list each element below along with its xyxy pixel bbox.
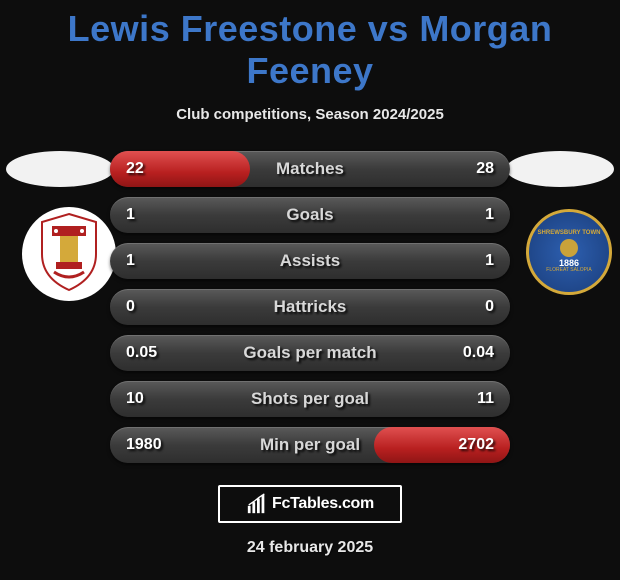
club-right-motto: FLOREAT SALOPIA bbox=[538, 268, 601, 274]
player-photo-left bbox=[6, 151, 114, 187]
stat-label: Assists bbox=[110, 251, 510, 271]
stat-value-right: 28 bbox=[452, 160, 494, 178]
subtitle: Club competitions, Season 2024/2025 bbox=[0, 106, 620, 123]
brand-text: FcTables.com bbox=[272, 495, 374, 513]
stat-label: Shots per goal bbox=[110, 389, 510, 409]
stats-list: 22Matches281Goals11Assists10Hattricks00.… bbox=[110, 151, 510, 463]
stat-value-right: 0 bbox=[452, 298, 494, 316]
stat-value-left: 1 bbox=[126, 206, 168, 224]
club-badge-left bbox=[22, 207, 116, 301]
stat-value-right: 11 bbox=[452, 390, 494, 408]
club-right-name: SHREWSBURY TOWN bbox=[538, 230, 601, 237]
crest-left-icon bbox=[34, 212, 104, 297]
stat-row: 1Assists1 bbox=[110, 243, 510, 279]
stat-row: 10Shots per goal11 bbox=[110, 381, 510, 417]
stat-value-left: 10 bbox=[126, 390, 168, 408]
club-badge-right: SHREWSBURY TOWN 1886 FLOREAT SALOPIA bbox=[526, 209, 612, 295]
stat-row: 0Hattricks0 bbox=[110, 289, 510, 325]
stat-value-left: 0 bbox=[126, 298, 168, 316]
stat-value-left: 22 bbox=[126, 160, 168, 178]
stat-label: Goals bbox=[110, 205, 510, 225]
stat-value-left: 1980 bbox=[126, 436, 168, 454]
stat-row: 1980Min per goal2702 bbox=[110, 427, 510, 463]
brand-badge[interactable]: FcTables.com bbox=[218, 485, 402, 523]
stat-value-left: 1 bbox=[126, 252, 168, 270]
player-photo-right bbox=[506, 151, 614, 187]
stat-value-right: 1 bbox=[452, 206, 494, 224]
stat-row: 1Goals1 bbox=[110, 197, 510, 233]
crest-right-icon: SHREWSBURY TOWN 1886 FLOREAT SALOPIA bbox=[538, 230, 601, 274]
comparison-date: 24 february 2025 bbox=[0, 539, 620, 557]
stat-label: Hattricks bbox=[110, 297, 510, 317]
page-title: Lewis Freestone vs Morgan Feeney bbox=[0, 0, 620, 92]
stat-row: 0.05Goals per match0.04 bbox=[110, 335, 510, 371]
fctables-logo-icon bbox=[246, 493, 268, 515]
stat-value-right: 0.04 bbox=[452, 344, 494, 362]
ball-icon bbox=[560, 239, 578, 257]
stat-label: Goals per match bbox=[110, 343, 510, 363]
comparison-panel: SHREWSBURY TOWN 1886 FLOREAT SALOPIA 22M… bbox=[0, 151, 620, 463]
stat-value-right: 2702 bbox=[452, 436, 494, 454]
stat-value-left: 0.05 bbox=[126, 344, 168, 362]
stat-value-right: 1 bbox=[452, 252, 494, 270]
stat-row: 22Matches28 bbox=[110, 151, 510, 187]
